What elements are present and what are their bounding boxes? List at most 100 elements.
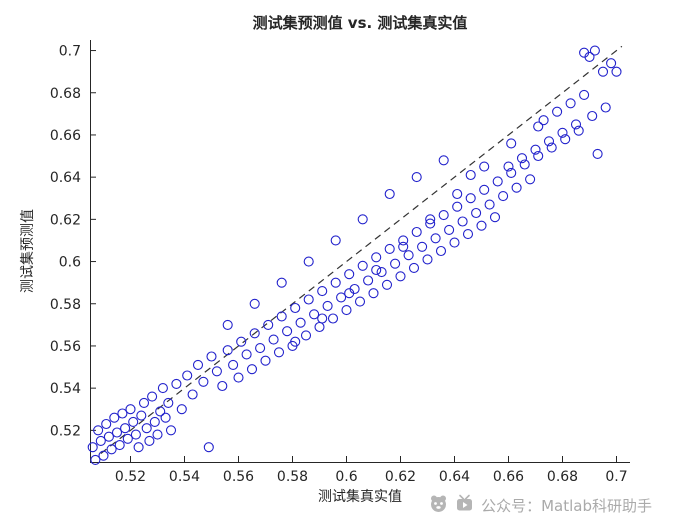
data-point xyxy=(246,364,258,375)
data-point xyxy=(479,184,490,195)
x-tick-label: 0.52 xyxy=(115,469,146,485)
data-point xyxy=(303,294,314,305)
data-point xyxy=(357,260,368,271)
data-point xyxy=(128,416,139,427)
data-point xyxy=(136,410,147,421)
x-axis-label: 测试集真实值 xyxy=(318,489,402,505)
data-point xyxy=(120,423,131,434)
data-point xyxy=(282,326,293,337)
data-point xyxy=(260,355,271,366)
data-point xyxy=(395,271,406,282)
data-point xyxy=(503,161,514,172)
data-point xyxy=(533,121,544,132)
data-point xyxy=(233,372,244,383)
data-point xyxy=(611,66,622,77)
data-point xyxy=(533,150,544,162)
data-point xyxy=(376,267,387,278)
data-point xyxy=(165,425,177,436)
data-point xyxy=(290,336,301,347)
data-point xyxy=(93,425,104,436)
data-point xyxy=(597,66,609,77)
data-point xyxy=(157,383,168,394)
data-point xyxy=(303,256,314,267)
watermark: 公众号：Matlab科研助手 xyxy=(429,494,652,517)
data-point xyxy=(330,235,341,246)
data-point xyxy=(457,216,468,227)
data-point xyxy=(211,366,222,377)
data-point xyxy=(171,378,182,389)
data-point xyxy=(290,302,301,314)
data-point xyxy=(160,412,171,423)
data-point xyxy=(152,429,163,440)
y-tick-label: 0.56 xyxy=(50,339,81,355)
data-point xyxy=(546,142,557,153)
data-point xyxy=(222,319,233,330)
data-point xyxy=(519,159,530,170)
data-point xyxy=(444,224,455,235)
data-point xyxy=(273,347,285,358)
data-point xyxy=(295,317,306,328)
x-tick-label: 0.64 xyxy=(439,469,470,485)
y-tick-label: 0.7 xyxy=(59,44,81,60)
data-point xyxy=(471,207,482,219)
data-point xyxy=(222,345,233,356)
data-point xyxy=(398,241,409,252)
data-point xyxy=(130,429,141,440)
data-point xyxy=(111,427,123,438)
data-point xyxy=(330,277,341,288)
data-point xyxy=(103,431,114,442)
data-point xyxy=(506,138,517,149)
data-point xyxy=(422,254,433,265)
data-point xyxy=(492,176,503,187)
y-tick-label: 0.68 xyxy=(50,86,81,102)
data-point xyxy=(95,435,106,446)
data-point xyxy=(144,435,155,446)
data-point xyxy=(552,106,563,117)
data-point xyxy=(543,136,555,147)
video-icon xyxy=(455,494,474,517)
data-point xyxy=(314,321,325,333)
data-point xyxy=(176,404,187,415)
data-point xyxy=(384,188,395,200)
data-point xyxy=(317,286,328,297)
data-point xyxy=(198,376,209,387)
data-point xyxy=(87,442,98,453)
data-point xyxy=(268,334,279,345)
data-point xyxy=(462,229,474,240)
data-point xyxy=(255,343,266,354)
data-point xyxy=(125,404,136,415)
reference-line xyxy=(100,45,623,455)
data-point xyxy=(498,191,509,202)
x-tick-label: 0.58 xyxy=(277,469,308,485)
data-point xyxy=(344,269,355,280)
data-point xyxy=(203,442,214,453)
data-point xyxy=(538,115,549,126)
data-point xyxy=(530,144,541,155)
y-tick-label: 0.66 xyxy=(50,128,81,144)
data-point xyxy=(368,288,379,299)
data-point xyxy=(114,440,125,451)
data-point xyxy=(452,188,463,200)
data-point xyxy=(98,450,109,461)
data-point xyxy=(371,264,382,276)
data-point xyxy=(276,277,287,288)
data-point xyxy=(565,98,576,109)
data-point xyxy=(452,201,463,212)
x-tick-label: 0.56 xyxy=(223,469,254,485)
data-point xyxy=(408,262,420,273)
data-point xyxy=(516,153,528,164)
data-point xyxy=(557,127,568,138)
data-point xyxy=(592,148,603,159)
data-point xyxy=(560,134,571,145)
x-tick-label: 0.68 xyxy=(547,469,578,485)
data-point xyxy=(506,167,517,178)
data-point xyxy=(606,58,617,69)
data-point xyxy=(182,370,193,381)
data-point xyxy=(435,245,447,257)
y-tick-label: 0.62 xyxy=(50,212,81,228)
panda-icon xyxy=(429,494,448,517)
data-point xyxy=(263,319,274,330)
data-point xyxy=(398,235,409,246)
data-point xyxy=(465,193,476,204)
